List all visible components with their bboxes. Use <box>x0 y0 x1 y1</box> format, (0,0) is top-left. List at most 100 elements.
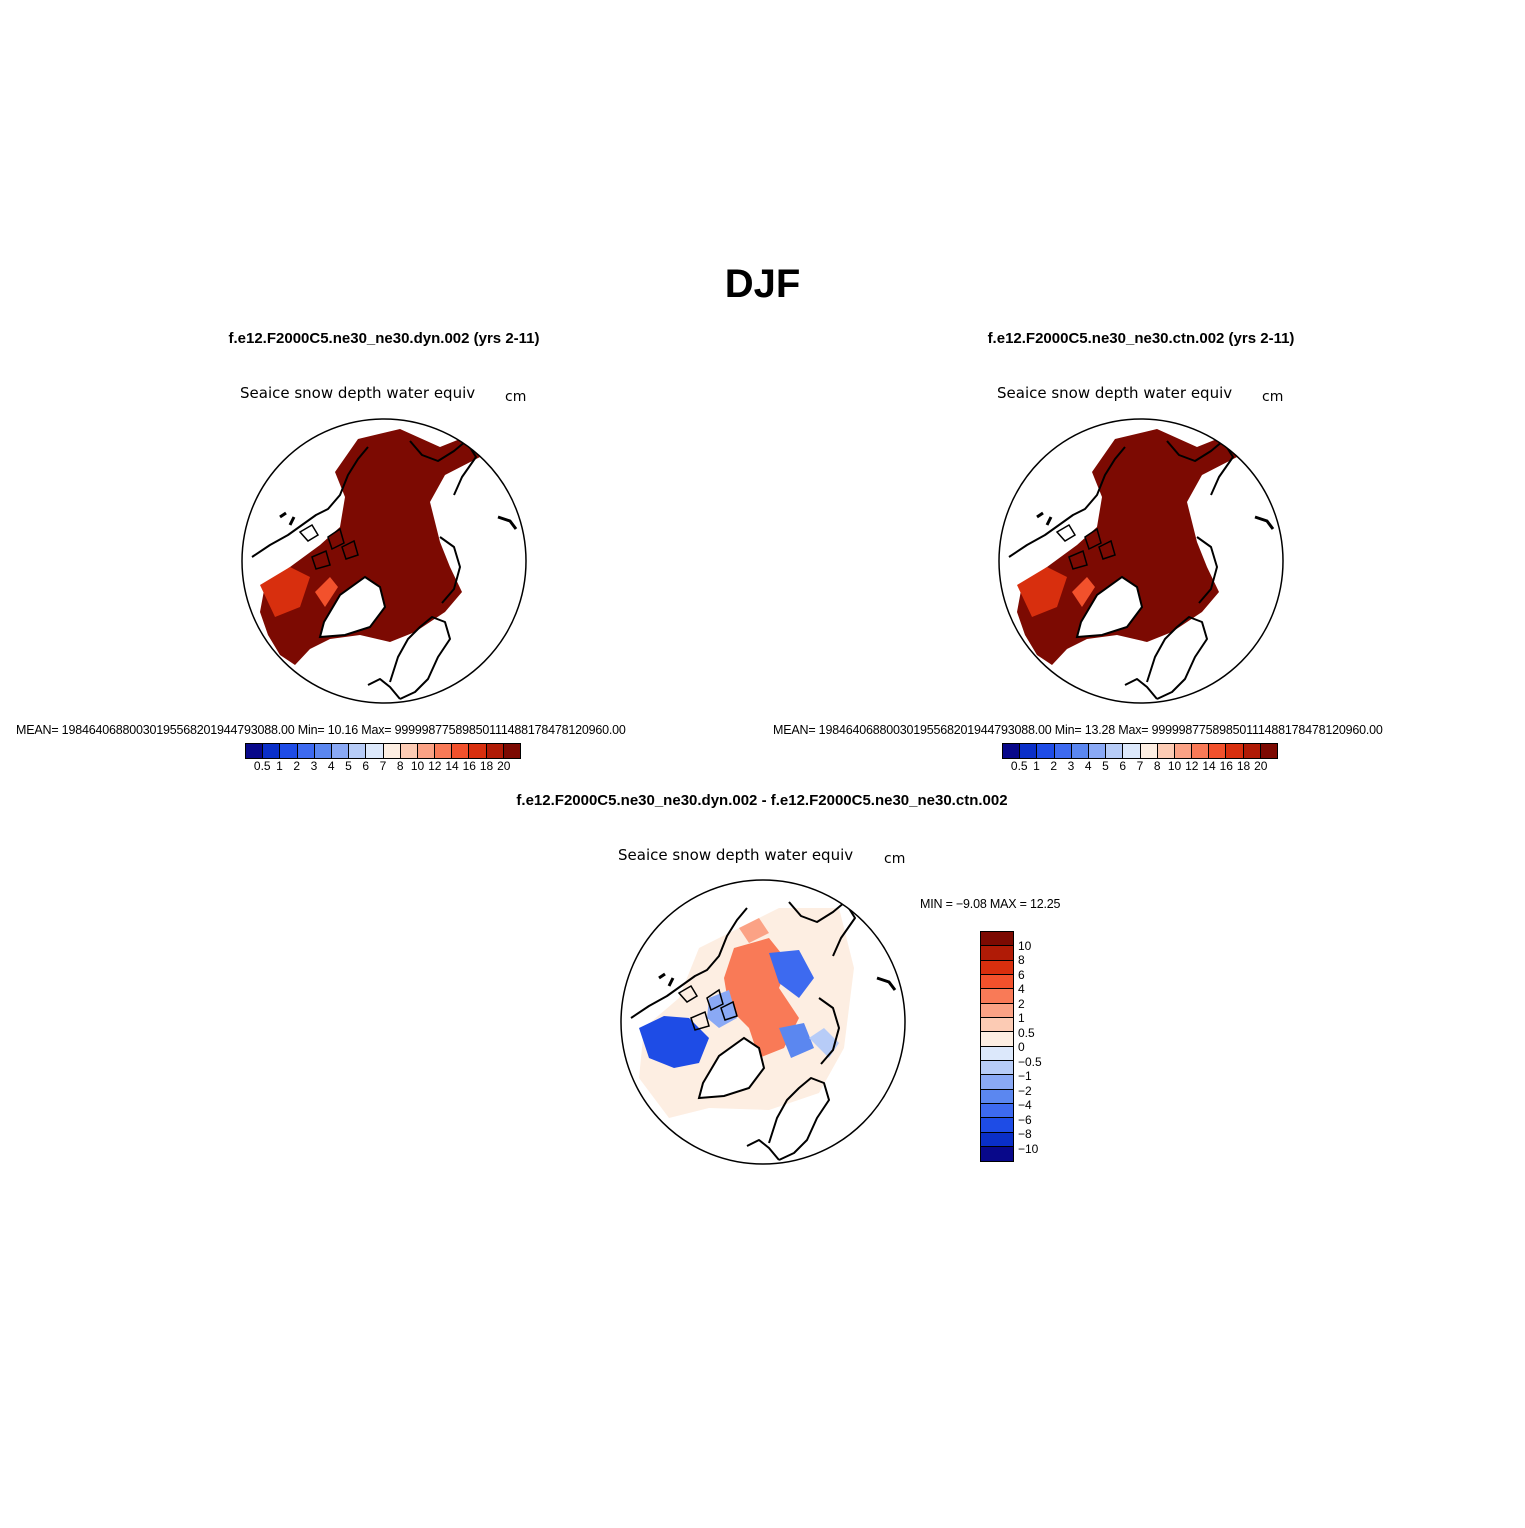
colorbar-swatch <box>981 1132 1013 1148</box>
colorbar-tick-label: 4 <box>1084 759 1092 773</box>
colorbar-tick-label: 2 <box>293 759 301 773</box>
colorbar-swatch <box>981 1075 1013 1090</box>
colorbar-boxes <box>245 743 521 759</box>
colorbar-tick-label: 2 <box>1018 996 1025 1011</box>
colorbar-swatch <box>469 744 487 758</box>
colorbar-tick-label: 8 <box>396 759 404 773</box>
colorbar-swatch <box>263 744 281 758</box>
colorbar-tick-label: −0.5 <box>1018 1054 1042 1069</box>
colorbar-tick-label: 8 <box>1018 953 1025 967</box>
colorbar-swatch <box>486 744 504 758</box>
colorbar-swatch <box>1003 744 1021 758</box>
colorbar-tick-label: 1 <box>1033 759 1040 773</box>
colorbar-swatch <box>981 975 1013 990</box>
panel-ctn-colorbar: 0.5 1 2 3 4 5 6 7 8 10 12 14 16 18 20 <box>1002 743 1278 773</box>
colorbar-tick-label: 3 <box>1067 759 1075 773</box>
diff-minmax: MIN = −9.08 MAX = 12.25 <box>920 897 1061 911</box>
colorbar-swatch <box>981 946 1013 961</box>
colorbar-tick-label: −2 <box>1018 1083 1032 1098</box>
colorbar-tick-label: −4 <box>1018 1098 1032 1112</box>
colorbar-swatch <box>1157 744 1175 758</box>
colorbar-tick-label: −6 <box>1018 1112 1032 1127</box>
colorbar-tick-label: 6 <box>1018 967 1025 982</box>
colorbar-swatch <box>1020 744 1038 758</box>
panel-dyn-stats: MEAN= 19846406880030195568201944793088.0… <box>16 723 626 737</box>
panel-dyn-units-label: cm <box>505 389 527 405</box>
colorbar-swatch <box>1226 744 1244 758</box>
colorbar-tick-label: −8 <box>1018 1127 1032 1141</box>
colorbar-boxes <box>980 931 1014 1162</box>
colorbar-swatch <box>280 744 298 758</box>
colorbar-swatch <box>981 1118 1013 1133</box>
colorbar-tick-label: 3 <box>310 759 318 773</box>
colorbar-tick-label: 4 <box>327 759 335 773</box>
colorbar-tick-label: 10 <box>1018 938 1032 953</box>
colorbar-swatch <box>1071 744 1089 758</box>
panel-ctn-variable-label: Seaice snow depth water equiv <box>997 384 1233 402</box>
colorbar-swatch <box>981 960 1013 976</box>
colorbar-swatch <box>1192 744 1210 758</box>
panel-ctn-case-title: f.e12.F2000C5.ne30_ne30.ctn.002 (yrs 2-1… <box>987 330 1295 347</box>
colorbar-tick-label: 0.5 <box>253 759 271 773</box>
polar-map-ctn <box>998 418 1284 704</box>
colorbar-tick-label: 2 <box>1050 759 1058 773</box>
colorbar-tick-label: −10 <box>1018 1141 1039 1156</box>
colorbar-swatch <box>246 744 264 758</box>
colorbar-swatch <box>1260 744 1277 758</box>
colorbar-swatch <box>435 744 453 758</box>
colorbar-boxes <box>1002 743 1278 759</box>
colorbar-tick-label: 14 <box>1202 759 1216 773</box>
polar-map-dyn <box>241 418 527 704</box>
colorbar-swatch <box>981 1003 1013 1019</box>
colorbar-swatch <box>981 1104 1013 1119</box>
page-title: DJF <box>724 262 801 306</box>
panel-dyn-variable-label: Seaice snow depth water equiv <box>240 384 476 402</box>
colorbar-tick-label: 12 <box>1185 759 1199 773</box>
colorbar-swatch <box>981 932 1013 947</box>
colorbar-swatch <box>1140 744 1158 758</box>
colorbar-tick-label: 7 <box>1136 759 1144 773</box>
colorbar-swatch <box>981 1018 1013 1033</box>
colorbar-tick-label: 6 <box>1119 759 1127 773</box>
colorbar-labels: 0.5 1 2 3 4 5 6 7 8 10 12 14 16 18 20 <box>245 759 521 773</box>
colorbar-tick-label: 18 <box>1236 759 1251 773</box>
colorbar-tick-label: 5 <box>1102 759 1109 773</box>
colorbar-swatch <box>1123 744 1141 758</box>
diff-colorbar-labels: 10 8 6 4 2 1 0.5 0 −0.5 −1 −2 −4 −6 −8 −10 <box>1018 931 1078 1163</box>
colorbar-swatch <box>417 744 436 758</box>
colorbar-swatch <box>331 744 350 758</box>
colorbar-tick-label: 10 <box>410 759 425 773</box>
colorbar-tick-label: 5 <box>345 759 352 773</box>
colorbar-swatch <box>981 1061 1013 1076</box>
colorbar-tick-label: 10 <box>1167 759 1182 773</box>
diff-units-label: cm <box>884 851 906 867</box>
colorbar-swatch <box>1054 744 1072 758</box>
colorbar-swatch <box>981 989 1013 1004</box>
colorbar-swatch <box>349 744 367 758</box>
colorbar-tick-label: 16 <box>462 759 476 773</box>
colorbar-swatch <box>981 1089 1013 1105</box>
colorbar-swatch <box>1106 744 1124 758</box>
colorbar-swatch <box>1088 744 1107 758</box>
colorbar-tick-label: 12 <box>428 759 442 773</box>
colorbar-swatch <box>981 1046 1013 1062</box>
panel-ctn-units-label: cm <box>1262 389 1284 405</box>
colorbar-swatch <box>297 744 315 758</box>
diff-variable-label: Seaice snow depth water equiv <box>618 846 854 864</box>
colorbar-tick-label: 7 <box>379 759 387 773</box>
colorbar-tick-label: −1 <box>1018 1069 1032 1083</box>
diff-colorbar <box>980 931 1014 1162</box>
colorbar-tick-label: 18 <box>479 759 494 773</box>
panel-ctn-stats: MEAN= 19846406880030195568201944793088.0… <box>773 723 1383 737</box>
colorbar-tick-label: 6 <box>362 759 370 773</box>
colorbar-tick-label: 0.5 <box>1018 1025 1035 1040</box>
colorbar-tick-label: 0.5 <box>1010 759 1028 773</box>
colorbar-tick-label: 1 <box>276 759 283 773</box>
colorbar-swatch <box>400 744 418 758</box>
colorbar-tick-label: 1 <box>1018 1011 1025 1025</box>
colorbar-tick-label: 0 <box>1018 1040 1025 1054</box>
colorbar-tick-label: 16 <box>1219 759 1233 773</box>
panel-dyn-case-title: f.e12.F2000C5.ne30_ne30.dyn.002 (yrs 2-1… <box>228 330 540 347</box>
colorbar-swatch <box>1243 744 1261 758</box>
colorbar-swatch <box>1209 744 1227 758</box>
